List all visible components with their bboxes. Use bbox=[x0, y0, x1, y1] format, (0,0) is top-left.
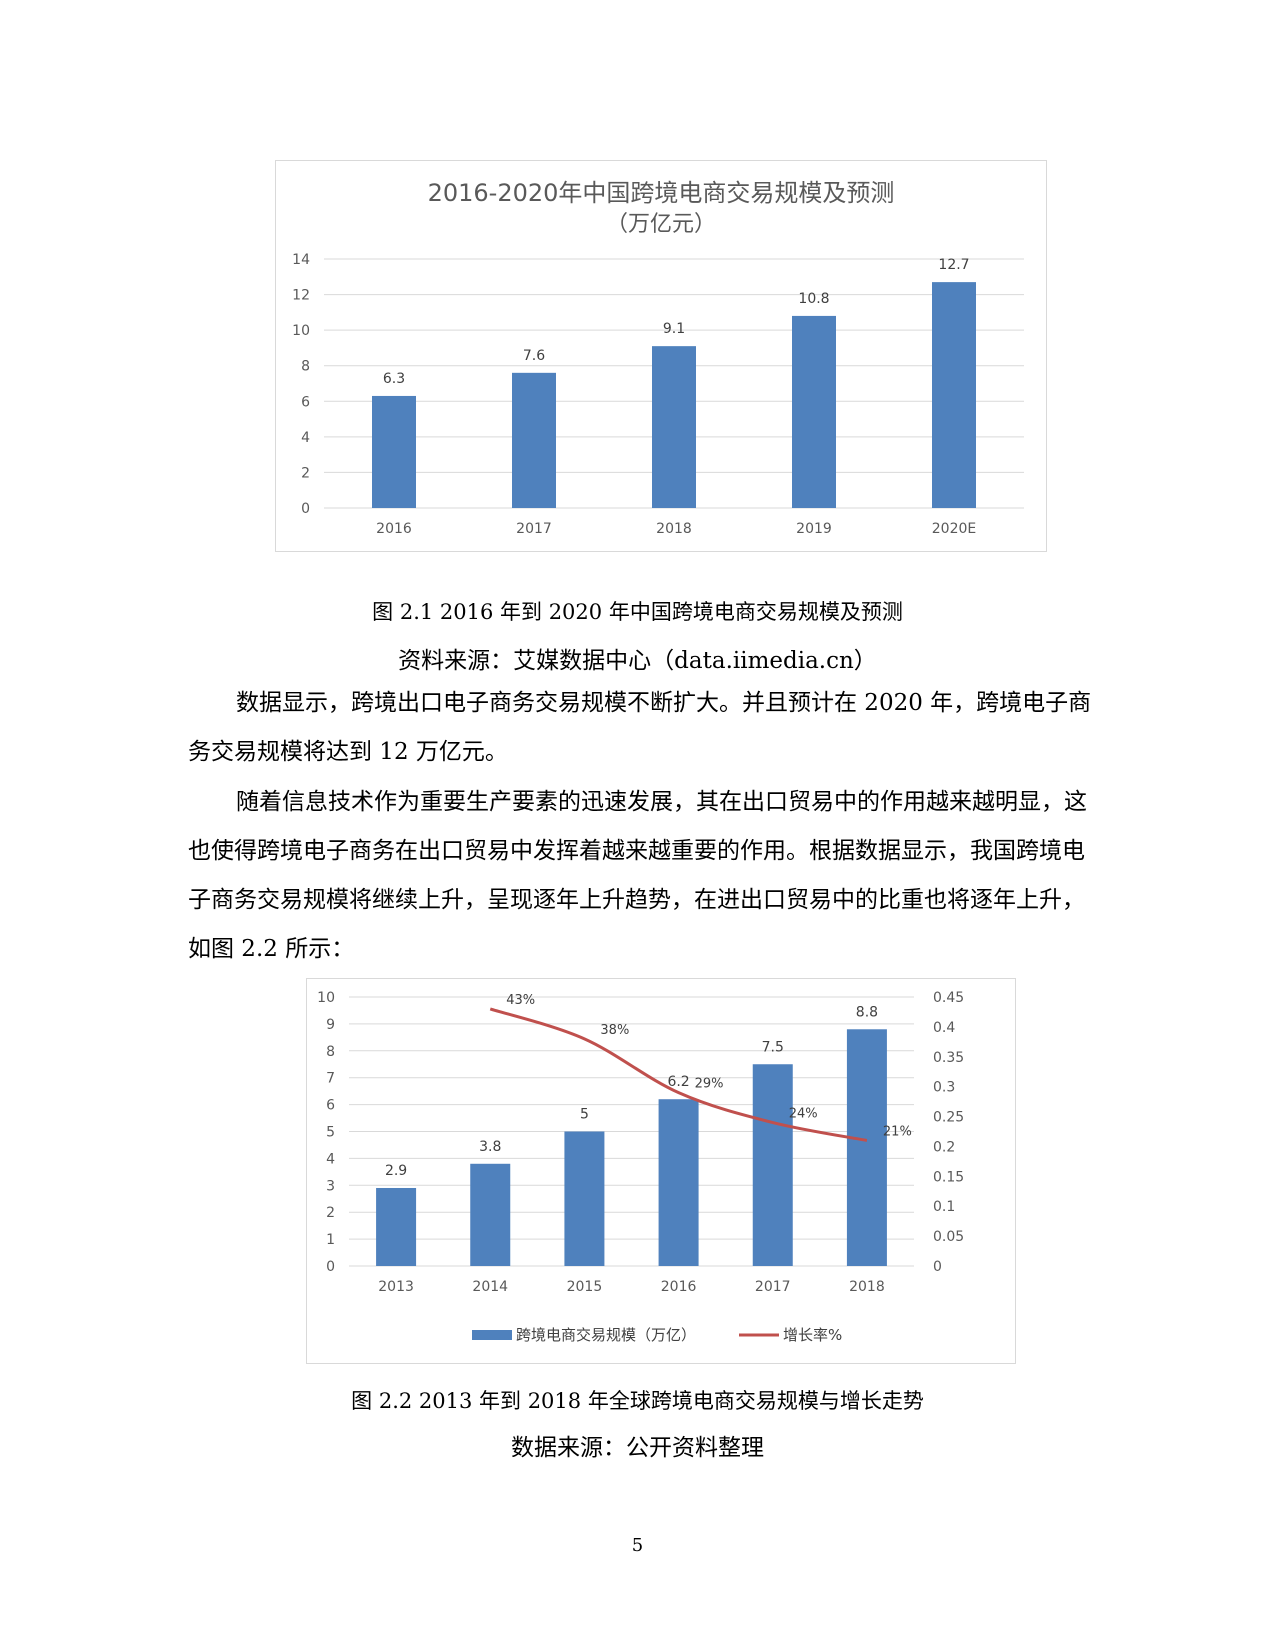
bar bbox=[376, 1187, 417, 1266]
y-right-tick-label: 0.4 bbox=[933, 1020, 955, 1036]
y-left-tick-label: 2 bbox=[326, 1205, 335, 1221]
bar-data-label: 8.8 bbox=[856, 1004, 878, 1020]
y-right-tick-label: 0.1 bbox=[933, 1199, 955, 1215]
x-tick-label: 2018 bbox=[656, 521, 692, 537]
bar bbox=[792, 315, 836, 508]
y-left-tick-label: 6 bbox=[326, 1098, 335, 1114]
line-data-label: 38% bbox=[600, 1023, 629, 1038]
bar-data-label: 7.5 bbox=[762, 1039, 784, 1055]
y-left-tick-label: 1 bbox=[326, 1232, 335, 1248]
x-tick-label: 2017 bbox=[755, 1279, 791, 1295]
y-right-tick-label: 0.2 bbox=[933, 1139, 955, 1155]
data-label: 7.6 bbox=[523, 348, 545, 364]
chart-2-1-svg: 2016-2020年中国跨境电商交易规模及预测 （万亿元） 0 2 4 6 8 10 12 1… bbox=[292, 179, 1024, 537]
y-tick-label: 12 bbox=[292, 288, 310, 304]
line-data-label: 29% bbox=[695, 1077, 724, 1092]
x-tick-label: 2015 bbox=[567, 1279, 603, 1295]
x-tick-label: 2013 bbox=[378, 1279, 414, 1295]
y-right-tick-label: 0.25 bbox=[933, 1110, 964, 1126]
x-tick-label: 2014 bbox=[472, 1279, 508, 1295]
legend-bar-swatch bbox=[472, 1330, 512, 1340]
y-right-tick-label: 0.3 bbox=[933, 1080, 955, 1096]
bar bbox=[372, 395, 416, 508]
y-right-tick-label: 0.35 bbox=[933, 1050, 964, 1066]
bar bbox=[564, 1131, 605, 1266]
bar bbox=[512, 372, 556, 508]
x-tick-label: 2019 bbox=[796, 521, 832, 537]
figure-2-1-source: 资料来源：艾媒数据中心（data.iimedia.cn） bbox=[398, 648, 877, 674]
y-left-tick-label: 7 bbox=[326, 1071, 335, 1087]
x-tick-label: 2017 bbox=[516, 521, 552, 537]
growth-rate-line bbox=[489, 1007, 868, 1142]
data-label: 12.7 bbox=[938, 257, 969, 273]
x-tick-label: 2018 bbox=[849, 1279, 885, 1295]
bar bbox=[846, 1029, 887, 1266]
bar bbox=[752, 1064, 793, 1266]
bar-data-label: 3.8 bbox=[479, 1139, 501, 1155]
paragraph-1: 数据显示，跨境出口电子商务交易规模不断扩大。并且预计在 2020 年，跨境电子商… bbox=[188, 690, 1092, 765]
figure-2-2-source: 数据来源：公开资料整理 bbox=[511, 1435, 764, 1461]
legend-line-label: 增长率% bbox=[783, 1326, 842, 1344]
y-right-tick-label: 0.15 bbox=[933, 1169, 964, 1185]
bar-data-label: 2.9 bbox=[385, 1163, 407, 1179]
y-tick-label: 8 bbox=[301, 359, 310, 375]
page-number: 5 bbox=[631, 1535, 644, 1556]
y-right-tick-label: 0.05 bbox=[933, 1229, 964, 1245]
y-tick-label: 2 bbox=[301, 465, 310, 481]
y-left-tick-label: 10 bbox=[317, 990, 335, 1006]
y-left-tick-label: 4 bbox=[326, 1151, 335, 1167]
y-tick-label: 0 bbox=[301, 501, 310, 517]
data-label: 10.8 bbox=[798, 291, 829, 307]
y-tick-label: 6 bbox=[301, 394, 310, 410]
paragraph-2: 随着信息技术作为重要生产要素的迅速发展，其在出口贸易中的作用越来越明显，这也使得… bbox=[188, 789, 1087, 962]
chart-2-2: 跨境电商交易规模（万亿） 增长率% 0 1 2 3 4 5 6 7 8 9 10 0 0.05 0.1 0.… bbox=[306, 978, 1016, 1364]
bar bbox=[652, 346, 696, 508]
y-tick-label: 14 bbox=[292, 252, 310, 268]
bar-data-label: 5 bbox=[580, 1107, 589, 1123]
chart-2-1-subtitle: （万亿元） bbox=[606, 212, 716, 237]
figure-2-2-caption: 图 2.2 2013 年到 2018 年全球跨境电商交易规模与增长走势 bbox=[351, 1389, 924, 1413]
x-tick-label: 2020E bbox=[932, 521, 976, 537]
bar-data-label: 6.2 bbox=[667, 1074, 689, 1090]
y-right-tick-label: 0 bbox=[933, 1259, 942, 1275]
chart-2-1-title: 2016-2020年中国跨境电商交易规模及预测 bbox=[428, 179, 895, 207]
chart-2-1: 2016-2020年中国跨境电商交易规模及预测 （万亿元） 0 2 4 6 8 10 12 1… bbox=[275, 160, 1047, 552]
x-tick-label: 2016 bbox=[661, 1279, 697, 1295]
bar bbox=[932, 282, 976, 508]
bar bbox=[470, 1163, 511, 1266]
y-left-tick-label: 3 bbox=[326, 1178, 335, 1194]
legend-bar-label: 跨境电商交易规模（万亿） bbox=[516, 1326, 696, 1344]
line-data-label: 43% bbox=[506, 993, 535, 1008]
y-tick-label: 4 bbox=[301, 430, 310, 446]
data-label: 6.3 bbox=[383, 371, 405, 387]
x-tick-label: 2016 bbox=[376, 521, 412, 537]
y-left-tick-label: 0 bbox=[326, 1259, 335, 1275]
line-data-label: 24% bbox=[789, 1107, 818, 1122]
figure-2-1-caption: 图 2.1 2016 年到 2020 年中国跨境电商交易规模及预测 bbox=[372, 600, 903, 624]
y-left-tick-label: 8 bbox=[326, 1044, 335, 1060]
y-tick-label: 10 bbox=[292, 323, 310, 339]
chart-2-2-svg: 跨境电商交易规模（万亿） 增长率% 0 1 2 3 4 5 6 7 8 9 10 0 0.05 0.1 0.… bbox=[317, 990, 964, 1344]
line-data-label: 21% bbox=[883, 1124, 912, 1139]
data-label: 9.1 bbox=[663, 321, 685, 337]
y-left-tick-label: 9 bbox=[326, 1017, 335, 1033]
y-right-tick-label: 0.45 bbox=[933, 990, 964, 1006]
bar bbox=[658, 1099, 699, 1266]
y-left-tick-label: 5 bbox=[326, 1125, 335, 1141]
